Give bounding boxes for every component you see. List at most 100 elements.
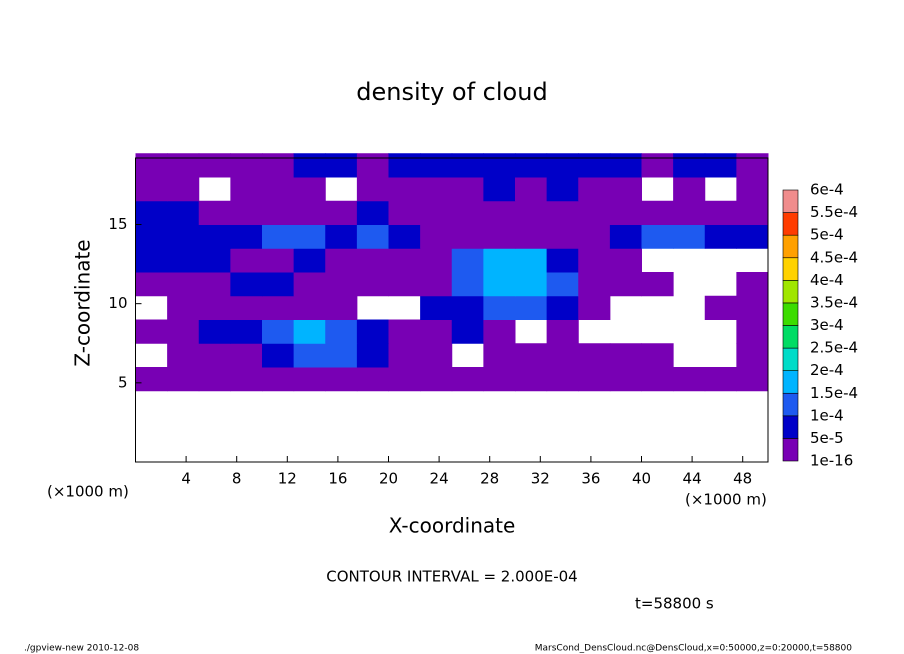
colorbar-box [782, 257, 799, 281]
field-cell [167, 224, 200, 249]
field-cell [167, 319, 200, 344]
field-cell [609, 224, 642, 249]
x-unit: (×1000 m) [685, 491, 767, 509]
field-cell [198, 367, 231, 392]
y-axis-label: Z-coordinate [71, 239, 95, 366]
field-cell [325, 367, 358, 392]
field-cell [388, 153, 421, 178]
colorbar-label: 6e-4 [810, 181, 844, 199]
field-cell [230, 224, 263, 249]
colorbar-box [782, 189, 799, 213]
field-cell [578, 248, 611, 273]
field-cell [167, 367, 200, 392]
colorbar-box [782, 438, 799, 462]
field-cell [609, 343, 642, 368]
field-cell [420, 343, 453, 368]
field-cell [704, 367, 737, 392]
x-tick-label: 36 [581, 470, 600, 488]
field-cell [704, 295, 737, 320]
y-tick-label: 15 [108, 215, 127, 233]
field-cell [546, 153, 579, 178]
field-cell [641, 153, 674, 178]
field-cell [262, 319, 295, 344]
field-cell [704, 224, 737, 249]
field-cell [325, 200, 358, 225]
field-cell [641, 367, 674, 392]
colorbar-box [782, 347, 799, 371]
field-cell [546, 319, 579, 344]
colorbar-box [782, 212, 799, 236]
field-cell [546, 343, 579, 368]
field-cell [356, 177, 389, 202]
field-cell [420, 153, 453, 178]
colorbar-box [782, 370, 799, 394]
field-cell [356, 200, 389, 225]
field-cell [293, 248, 326, 273]
field-cell [293, 177, 326, 202]
field-cell [325, 248, 358, 273]
y-tick-label: 5 [118, 373, 128, 391]
field-cell [230, 319, 263, 344]
field-cell [483, 177, 516, 202]
field-cell [451, 153, 484, 178]
field-cell [420, 319, 453, 344]
field-cell [230, 177, 263, 202]
field-cell [325, 319, 358, 344]
field-cell [135, 177, 168, 202]
field-cell [198, 343, 231, 368]
plot-frame [135, 157, 769, 463]
field-cell [451, 295, 484, 320]
field-cell [388, 367, 421, 392]
colorbar-label: 3e-4 [810, 316, 844, 334]
field-cell [325, 272, 358, 297]
field-cell [546, 224, 579, 249]
field-cell [609, 200, 642, 225]
field-cell [420, 200, 453, 225]
field-cell [483, 153, 516, 178]
field-cell [230, 248, 263, 273]
x-tick-label: 24 [430, 470, 449, 488]
field-cell [483, 343, 516, 368]
colorbar-box [782, 415, 799, 439]
field-cell [356, 153, 389, 178]
field-cell [578, 200, 611, 225]
x-tick-label: 48 [733, 470, 752, 488]
time-label: t=58800 s [635, 595, 714, 613]
field-cell [546, 248, 579, 273]
field-cell [483, 272, 516, 297]
field-cell [420, 224, 453, 249]
x-tick-label: 16 [328, 470, 347, 488]
field-cell [293, 343, 326, 368]
x-tick-label: 32 [531, 470, 550, 488]
field-cell [515, 343, 548, 368]
field-cell [420, 295, 453, 320]
field-cell [451, 248, 484, 273]
field-cell [451, 272, 484, 297]
field-cell [736, 153, 769, 178]
field-cell [135, 248, 168, 273]
field-cell [135, 272, 168, 297]
field-cell [262, 153, 295, 178]
field-cell [736, 319, 769, 344]
field-cell [704, 200, 737, 225]
x-tick-label: 8 [232, 470, 242, 488]
field-cell [356, 319, 389, 344]
field-cell [262, 200, 295, 225]
field-cell [673, 200, 706, 225]
field-cell [388, 343, 421, 368]
field-cell [483, 367, 516, 392]
colorbar-label: 5.5e-4 [810, 203, 858, 221]
x-tick-label: 12 [278, 470, 297, 488]
field-cell [356, 272, 389, 297]
field-cell [135, 224, 168, 249]
chart-title: density of cloud [356, 78, 547, 106]
field-cell [135, 319, 168, 344]
colorbar-label: 2e-4 [810, 361, 844, 379]
field-cell [736, 272, 769, 297]
colorbar-label: 1e-4 [810, 406, 844, 424]
field-cell [736, 367, 769, 392]
field-cell [262, 367, 295, 392]
field-cell [167, 248, 200, 273]
colorbar-label: 2.5e-4 [810, 339, 858, 357]
contour-note: CONTOUR INTERVAL = 2.000E-04 [326, 568, 577, 586]
